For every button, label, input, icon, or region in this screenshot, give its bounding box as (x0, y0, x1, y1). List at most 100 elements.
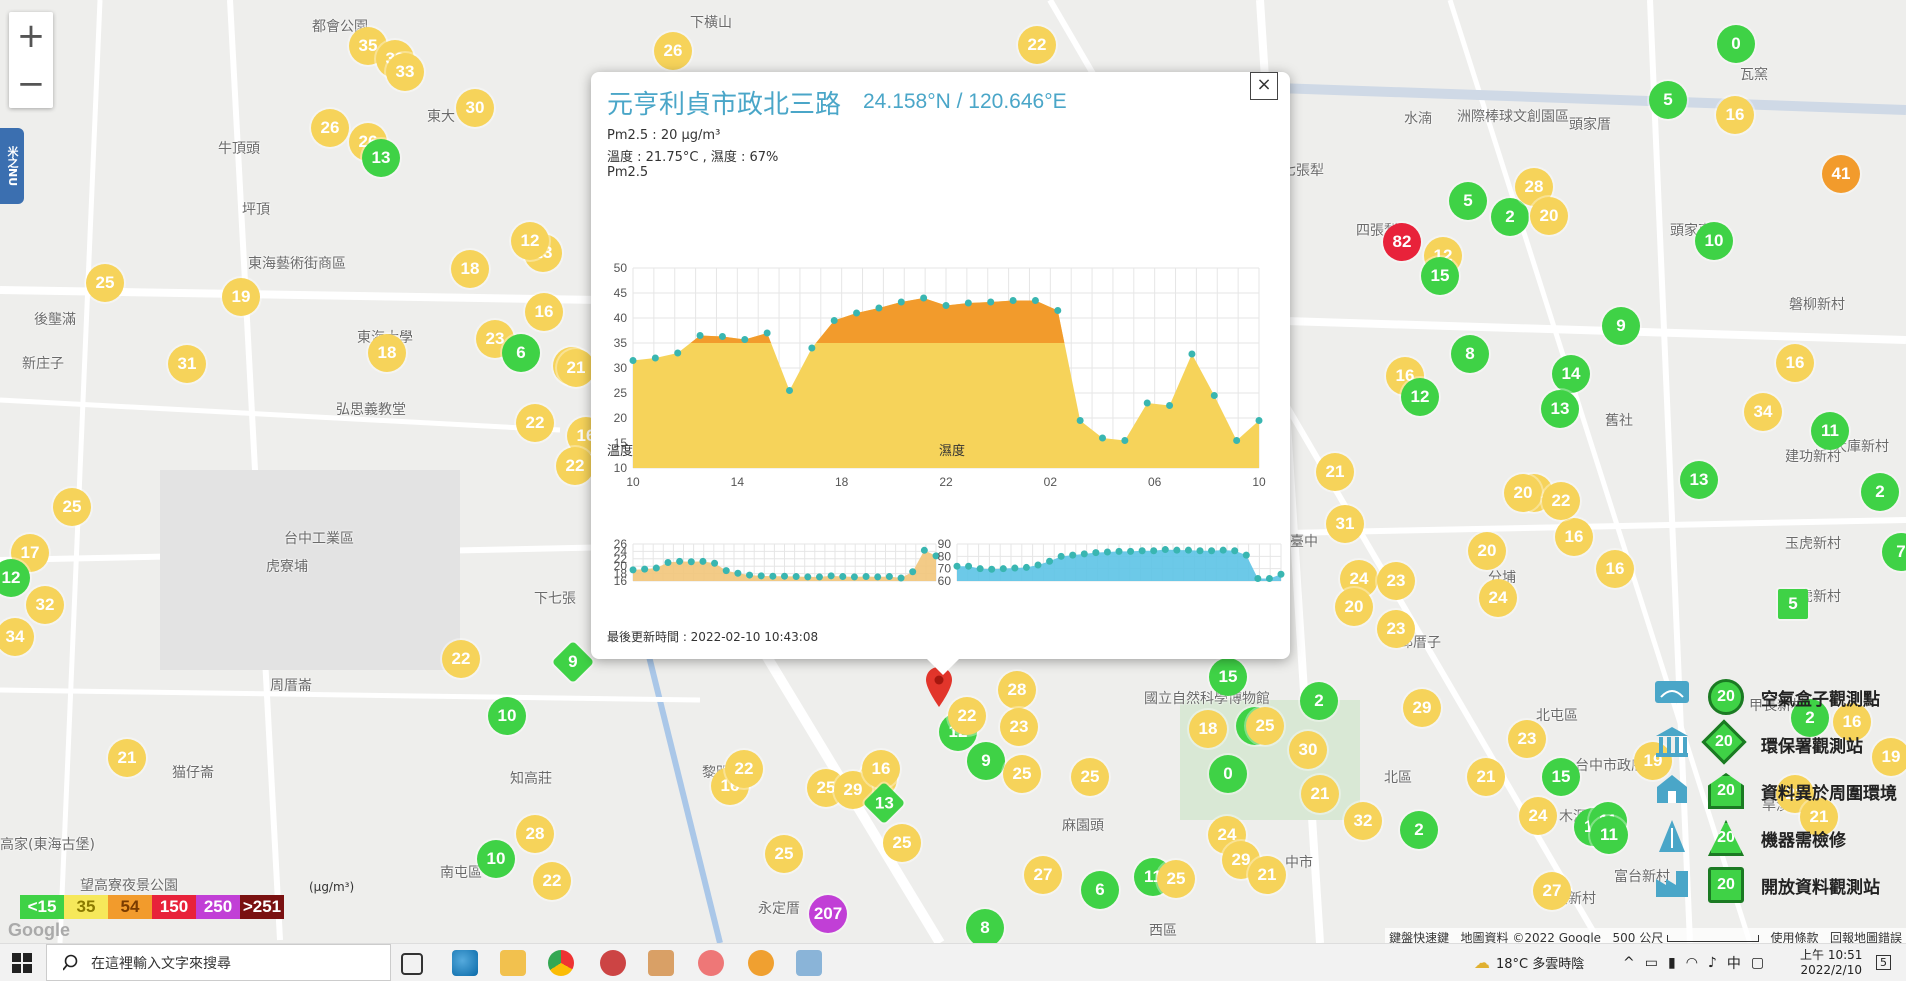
blender-icon[interactable] (748, 950, 774, 976)
station-marker[interactable]: 19 (222, 278, 260, 316)
station-marker[interactable]: 7 (1882, 533, 1906, 571)
station-marker[interactable]: 9 (967, 742, 1005, 780)
edge-icon[interactable] (452, 950, 478, 976)
station-marker[interactable]: 22 (556, 447, 594, 485)
station-marker[interactable]: 18 (1189, 710, 1227, 748)
station-marker[interactable]: 29 (1403, 689, 1441, 727)
station-marker[interactable]: 31 (1326, 505, 1364, 543)
station-marker[interactable]: 21 (557, 349, 595, 387)
station-marker[interactable]: 16 (525, 293, 563, 331)
station-marker[interactable]: 16 (862, 750, 900, 788)
station-marker[interactable]: 16 (1716, 96, 1754, 134)
file-explorer-icon[interactable] (500, 950, 526, 976)
station-marker[interactable]: 23 (1000, 708, 1038, 746)
station-marker[interactable]: 6 (1081, 871, 1119, 909)
zoom-in-button[interactable]: + (16, 16, 46, 56)
station-marker[interactable]: 8 (1451, 335, 1489, 373)
battery-icon[interactable]: ▮ (1667, 954, 1676, 971)
station-marker[interactable]: 20 (1530, 197, 1568, 235)
station-marker[interactable]: 21 (1316, 453, 1354, 491)
side-tab[interactable]: 米之NU (0, 128, 24, 204)
station-marker[interactable]: 5 (1649, 81, 1687, 119)
station-marker[interactable]: 82 (1383, 223, 1421, 261)
station-marker[interactable]: 23 (1377, 562, 1415, 600)
weather-widget[interactable]: ☁ 18°C 多雲時陰 (1474, 944, 1584, 981)
station-marker[interactable]: 10 (488, 697, 526, 735)
station-marker[interactable]: 10 (477, 840, 515, 878)
app-icon-2[interactable] (648, 950, 674, 976)
station-marker[interactable]: 20 (1335, 588, 1373, 626)
station-marker[interactable]: 22 (1018, 26, 1056, 64)
station-marker[interactable]: 13 (1680, 461, 1718, 499)
station-marker[interactable]: 25 (883, 824, 921, 862)
station-marker[interactable]: 2 (1791, 699, 1829, 737)
station-marker[interactable]: 18 (368, 334, 406, 372)
station-marker[interactable]: 22 (442, 640, 480, 678)
station-marker[interactable]: 30 (456, 89, 494, 127)
station-marker[interactable]: 11 (1590, 816, 1628, 854)
station-marker[interactable]: 25 (1003, 755, 1041, 793)
station-marker[interactable]: 9 (1602, 307, 1640, 345)
station-marker[interactable]: 24 (1479, 579, 1517, 617)
station-marker[interactable]: 25 (1246, 707, 1284, 745)
station-marker[interactable]: 27 (1024, 856, 1062, 894)
station-marker[interactable]: 17 (11, 534, 49, 572)
station-marker[interactable]: 20 (1504, 474, 1542, 512)
app-icon-1[interactable] (600, 950, 626, 976)
clock[interactable]: 上午 10:51 2022/2/10 (1800, 944, 1862, 981)
station-marker[interactable]: 22 (948, 697, 986, 735)
station-marker[interactable]: 26 (654, 32, 692, 70)
report-link[interactable]: 回報地圖錯誤 (1829, 931, 1902, 945)
ime-mode-icon[interactable]: ▢ (1750, 954, 1765, 971)
station-marker[interactable]: 24 (1519, 797, 1557, 835)
camera-icon[interactable]: ▭ (1644, 954, 1658, 971)
station-marker[interactable]: 8 (966, 909, 1004, 943)
station-marker[interactable]: 28 (516, 815, 554, 853)
station-marker[interactable]: 13 (362, 139, 400, 177)
station-marker[interactable]: 22 (516, 404, 554, 442)
station-marker[interactable]: 21 (1301, 775, 1339, 813)
station-marker[interactable]: 25 (53, 488, 91, 526)
station-marker[interactable]: 18 (451, 250, 489, 288)
station-marker[interactable]: 19 (1872, 738, 1906, 776)
station-marker[interactable]: 2 (1300, 682, 1338, 720)
station-marker[interactable]: 23 (1377, 610, 1415, 648)
station-marker[interactable]: 16 (1833, 703, 1871, 741)
station-marker[interactable]: 22 (533, 862, 571, 900)
station-marker[interactable]: 16 (1776, 344, 1814, 382)
station-marker[interactable]: 2 (1400, 811, 1438, 849)
station-marker[interactable]: 21 (1248, 856, 1286, 894)
station-marker[interactable]: 32 (1344, 802, 1382, 840)
station-marker[interactable]: 27 (1533, 872, 1571, 910)
station-marker[interactable]: 15 (1209, 658, 1247, 696)
station-marker[interactable]: 10 (1695, 222, 1733, 260)
station-marker[interactable]: 25 (86, 264, 124, 302)
station-marker[interactable]: 2 (1861, 473, 1899, 511)
station-marker[interactable]: 12 (511, 222, 549, 260)
volume-icon[interactable]: ♪ (1707, 954, 1717, 971)
station-marker[interactable]: 0 (1717, 25, 1755, 63)
taskbar-search[interactable]: 在這裡輸入文字來搜尋 (46, 944, 391, 981)
station-marker[interactable]: 12 (1401, 378, 1439, 416)
station-marker[interactable]: 5 (1449, 182, 1487, 220)
station-marker[interactable]: 34 (0, 618, 34, 656)
station-marker[interactable]: 13 (1541, 390, 1579, 428)
station-marker[interactable]: 21 (1800, 798, 1838, 836)
station-marker[interactable]: 12 (0, 559, 30, 597)
station-marker[interactable]: 14 (1552, 355, 1590, 393)
windows-start-icon[interactable] (12, 953, 32, 973)
station-marker[interactable]: 25 (1071, 758, 1109, 796)
station-marker[interactable]: 207 (809, 895, 847, 933)
station-marker[interactable]: 21 (108, 739, 146, 777)
close-button[interactable]: × (1250, 72, 1278, 100)
station-marker[interactable]: 15 (1542, 758, 1580, 796)
station-marker[interactable]: 28 (998, 671, 1036, 709)
station-marker[interactable]: 22 (725, 750, 763, 788)
station-marker[interactable]: 32 (26, 586, 64, 624)
station-marker[interactable]: 33 (386, 53, 424, 91)
station-marker[interactable]: 2 (1491, 198, 1529, 236)
station-marker[interactable]: 23 (1508, 720, 1546, 758)
station-marker[interactable]: 31 (168, 345, 206, 383)
wifi-icon[interactable]: ◠ (1685, 954, 1698, 971)
station-marker[interactable]: 5 (1778, 589, 1808, 619)
